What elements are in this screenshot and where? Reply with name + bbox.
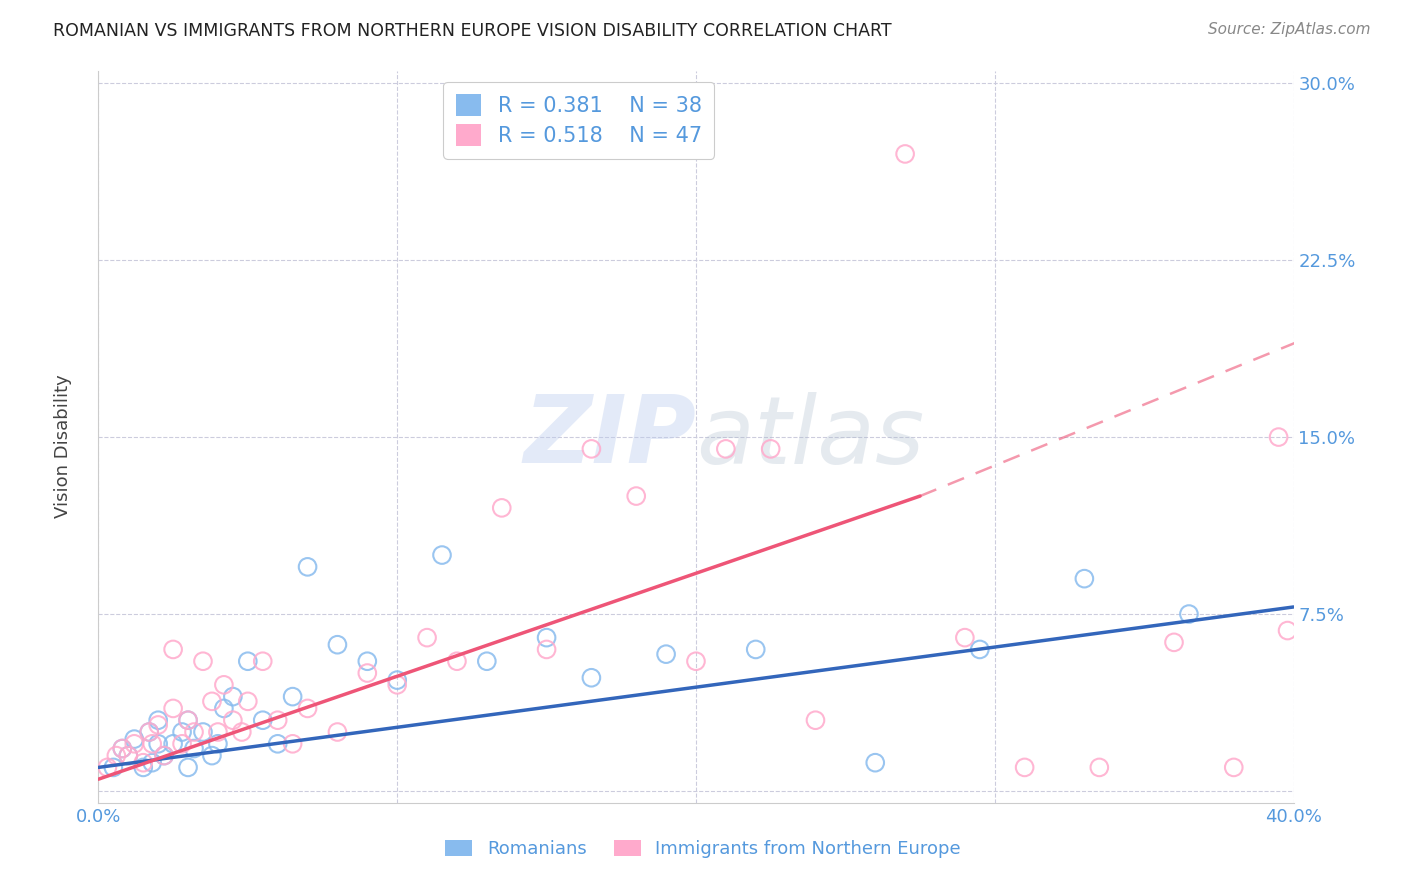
Point xyxy=(183,725,205,739)
Point xyxy=(141,756,163,770)
Point xyxy=(581,442,603,456)
Point xyxy=(1088,760,1111,774)
Point xyxy=(138,725,160,739)
Point xyxy=(105,748,128,763)
Point xyxy=(231,725,253,739)
Point xyxy=(267,713,290,727)
Point xyxy=(356,654,378,668)
Text: Source: ZipAtlas.com: Source: ZipAtlas.com xyxy=(1208,22,1371,37)
Point xyxy=(1014,760,1036,774)
Point xyxy=(759,442,782,456)
Point xyxy=(96,760,118,774)
Point xyxy=(148,718,170,732)
Point xyxy=(446,654,468,668)
Point xyxy=(252,654,274,668)
Point xyxy=(111,741,134,756)
Point xyxy=(385,678,409,692)
Point xyxy=(953,631,976,645)
Point xyxy=(491,500,513,515)
Text: atlas: atlas xyxy=(696,392,924,483)
Point xyxy=(281,690,304,704)
Point xyxy=(416,631,439,645)
Point xyxy=(222,690,245,704)
Point xyxy=(207,737,229,751)
Point xyxy=(714,442,737,456)
Point xyxy=(148,713,170,727)
Point xyxy=(132,756,155,770)
Point xyxy=(655,647,678,661)
Legend: R = 0.381    N = 38, R = 0.518    N = 47: R = 0.381 N = 38, R = 0.518 N = 47 xyxy=(443,82,714,159)
Point xyxy=(626,489,648,503)
Point xyxy=(103,760,125,774)
Point xyxy=(430,548,453,562)
Point xyxy=(969,642,991,657)
Point xyxy=(162,701,184,715)
Point xyxy=(356,666,378,681)
Point xyxy=(894,147,917,161)
Point xyxy=(326,725,349,739)
Point xyxy=(111,741,134,756)
Point xyxy=(138,725,160,739)
Point xyxy=(162,737,184,751)
Point xyxy=(191,725,214,739)
Point xyxy=(132,760,155,774)
Point xyxy=(252,713,274,727)
Point xyxy=(581,671,603,685)
Point xyxy=(236,654,259,668)
Point xyxy=(153,748,176,763)
Point xyxy=(1178,607,1201,621)
Point xyxy=(212,678,235,692)
Point xyxy=(536,631,558,645)
Point xyxy=(117,748,139,763)
Text: ZIP: ZIP xyxy=(523,391,696,483)
Point xyxy=(124,732,146,747)
Point xyxy=(685,654,707,668)
Point xyxy=(153,748,176,763)
Point xyxy=(1223,760,1246,774)
Point xyxy=(172,737,194,751)
Point xyxy=(475,654,498,668)
Point xyxy=(201,694,224,708)
Point xyxy=(297,559,319,574)
Point xyxy=(745,642,768,657)
Point xyxy=(1073,572,1095,586)
Text: ROMANIAN VS IMMIGRANTS FROM NORTHERN EUROPE VISION DISABILITY CORRELATION CHART: ROMANIAN VS IMMIGRANTS FROM NORTHERN EUR… xyxy=(53,22,891,40)
Point xyxy=(865,756,887,770)
Point xyxy=(212,701,235,715)
Point xyxy=(117,748,139,763)
Point xyxy=(222,713,245,727)
Point xyxy=(124,737,146,751)
Point xyxy=(162,642,184,657)
Point xyxy=(177,713,200,727)
Point xyxy=(183,741,205,756)
Point xyxy=(267,737,290,751)
Point xyxy=(177,760,200,774)
Point xyxy=(141,737,163,751)
Point xyxy=(1277,624,1299,638)
Point xyxy=(297,701,319,715)
Point xyxy=(236,694,259,708)
Point xyxy=(172,725,194,739)
Point xyxy=(804,713,827,727)
Point xyxy=(191,654,214,668)
Point xyxy=(201,748,224,763)
Point xyxy=(326,638,349,652)
Point xyxy=(207,725,229,739)
Text: Vision Disability: Vision Disability xyxy=(55,374,72,518)
Legend: Romanians, Immigrants from Northern Europe: Romanians, Immigrants from Northern Euro… xyxy=(439,832,967,865)
Point xyxy=(536,642,558,657)
Point xyxy=(1267,430,1289,444)
Point xyxy=(281,737,304,751)
Point xyxy=(385,673,409,687)
Point xyxy=(148,737,170,751)
Point xyxy=(177,713,200,727)
Point xyxy=(1163,635,1185,649)
